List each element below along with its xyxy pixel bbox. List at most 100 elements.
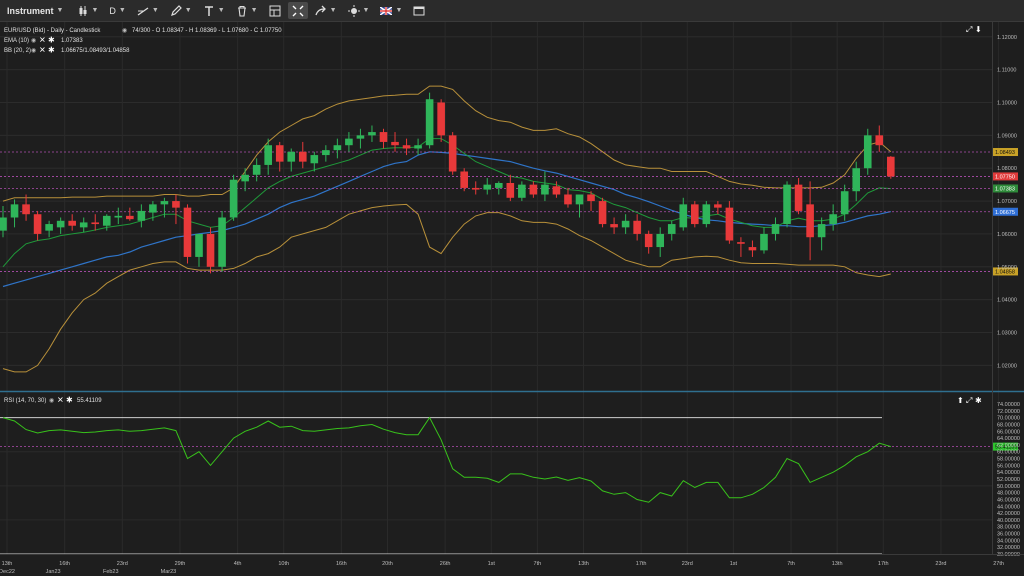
legend-bb-name: BB (20, 2) [4, 48, 31, 54]
line-draw-tool-icon [137, 6, 149, 16]
rsi-tick-label: 42.00000 [997, 511, 1020, 517]
price-tick-label: 1.11000 [997, 68, 1016, 74]
rsi-tick-label: 36.00000 [997, 532, 1020, 538]
instrument-menu[interactable]: Instrument ▼ [3, 2, 71, 19]
move-down-icon[interactable]: ⬇ [975, 25, 982, 34]
weather-theme-icon [347, 4, 360, 17]
theme-menu[interactable]: ▼ [344, 2, 374, 19]
rsi-tick-label: 50.00000 [997, 484, 1020, 490]
chevron-down-icon: ▼ [56, 7, 64, 14]
candle-body [448, 135, 457, 172]
time-tick-label: 27th [993, 561, 1004, 567]
candle-body [783, 184, 791, 225]
legend-settings-gear-icon[interactable]: ✱ [48, 36, 55, 45]
candle-body [149, 204, 157, 213]
candle-body [68, 220, 76, 226]
time-tick-label: 16th [59, 561, 70, 567]
expand-panel-icon[interactable]: ⤢ [965, 396, 972, 405]
time-tick-label: 1st [488, 561, 496, 567]
legend-remove-icon[interactable]: ✕ [57, 396, 64, 405]
expand-panel-icon[interactable]: ⤢ [965, 25, 972, 34]
candle-body [356, 135, 365, 139]
time-tick-label: 17th [636, 561, 647, 567]
candle-body [840, 191, 849, 215]
candle-body [460, 171, 468, 188]
chart-type-menu[interactable]: ▼ [74, 2, 102, 19]
crosshair-button[interactable] [287, 2, 308, 19]
candle-body [702, 204, 711, 225]
candlestick-chart-type-icon [79, 5, 87, 16]
time-tick-label: 29th [175, 561, 186, 567]
rsi-tick-label: 32.00000 [997, 545, 1020, 551]
candle-body [875, 135, 884, 146]
price-tag [993, 207, 1018, 216]
legend-settings-gear-icon[interactable]: ✱ [66, 396, 73, 405]
layout-button[interactable] [265, 2, 285, 19]
ema-line [2, 138, 891, 268]
legend-eye-icon[interactable]: ◉ [31, 38, 36, 44]
candle-body [102, 215, 111, 226]
candle-body [0, 217, 7, 231]
candle-body [56, 220, 65, 228]
window-button[interactable] [409, 2, 429, 19]
candle-body [575, 194, 584, 205]
candle-body [506, 183, 515, 198]
crosshair-move-icon [292, 5, 304, 16]
move-up-icon[interactable]: ⬆ [957, 396, 964, 405]
share-menu[interactable]: ▼ [311, 2, 341, 19]
text-tool-menu[interactable]: ▼ [199, 2, 229, 19]
legend-ema-name: EMA (10) [4, 38, 29, 44]
candle-body [748, 247, 757, 251]
draw-line-menu[interactable]: ▼ [133, 2, 163, 19]
candle-body [183, 207, 192, 257]
rsi-tick-label: 48.00000 [997, 491, 1020, 497]
price-tag-label: 1.04858 [995, 269, 1015, 275]
candle-body [771, 224, 780, 234]
delete-menu[interactable]: ▼ [232, 2, 262, 19]
chevron-down-icon: ▼ [217, 7, 225, 14]
price-tag [993, 184, 1018, 193]
rsi-tick-label: 62.00000 [997, 443, 1020, 449]
price-tick-label: 1.05000 [997, 265, 1017, 271]
chart-area[interactable]: 1.08493 1.07750 1.07383 1.06675 1.04858 55.4… [0, 22, 1024, 576]
time-tick-label: 23rd [117, 561, 128, 567]
legend-eye-icon[interactable]: ◉ [122, 28, 127, 34]
interval-menu[interactable]: D ▼ [105, 2, 129, 19]
price-tick-label: 1.03000 [997, 331, 1017, 337]
rsi-tick-label: 44.00000 [997, 504, 1020, 510]
candle-body [345, 138, 353, 146]
legend-remove-icon[interactable]: ✕ [39, 36, 46, 45]
legend-eye-icon[interactable]: ◉ [49, 398, 54, 404]
legend-settings-gear-icon[interactable]: ✱ [48, 46, 55, 55]
price-tag-label: 1.07750 [995, 174, 1015, 180]
rsi-tick-label: 56.00000 [997, 463, 1020, 469]
language-menu[interactable]: ▼ [376, 2, 406, 19]
bb-upper-line [2, 85, 892, 202]
legend-remove-icon[interactable]: ✕ [39, 46, 46, 55]
rsi-tick-label: 54.00000 [997, 470, 1020, 476]
rsi-tick-label: 52.00000 [997, 477, 1020, 483]
time-tick-label: 26th [440, 561, 451, 567]
time-tick-label: 17th [878, 561, 889, 567]
price-tag-label: 1.07383 [995, 186, 1015, 192]
legend-ohlc: 74/300 - O 1.08347 - H 1.08369 - L 1.076… [132, 28, 282, 34]
candle-body [333, 145, 342, 151]
pencil-menu[interactable]: ▼ [166, 2, 196, 19]
settings-gear-icon[interactable]: ✱ [975, 396, 982, 405]
main-legend: EUR/USD (Bid) - Daily - Candlestick ◉ 74… [4, 28, 282, 55]
grid [0, 22, 1000, 554]
legend-eye-icon[interactable]: ◉ [31, 48, 36, 54]
candle-body [667, 224, 676, 234]
candle-body [887, 156, 895, 177]
candle-body [137, 210, 146, 221]
time-tick-label: 23rd [935, 561, 946, 567]
candle-body [241, 174, 249, 182]
svg-text:74/300 - O 1.08347 - H 1.08369: 74/300 - O 1.08347 - H 1.08369 - L 1.076… [132, 28, 282, 34]
price-tag-label: 1.06675 [995, 210, 1015, 216]
time-tick-label: 7th [534, 561, 542, 567]
chevron-down-icon: ▼ [362, 7, 370, 14]
candle-body [22, 204, 30, 215]
candle-body [794, 184, 803, 211]
time-tick-label: 13th [2, 561, 13, 567]
candle-body [471, 187, 480, 190]
